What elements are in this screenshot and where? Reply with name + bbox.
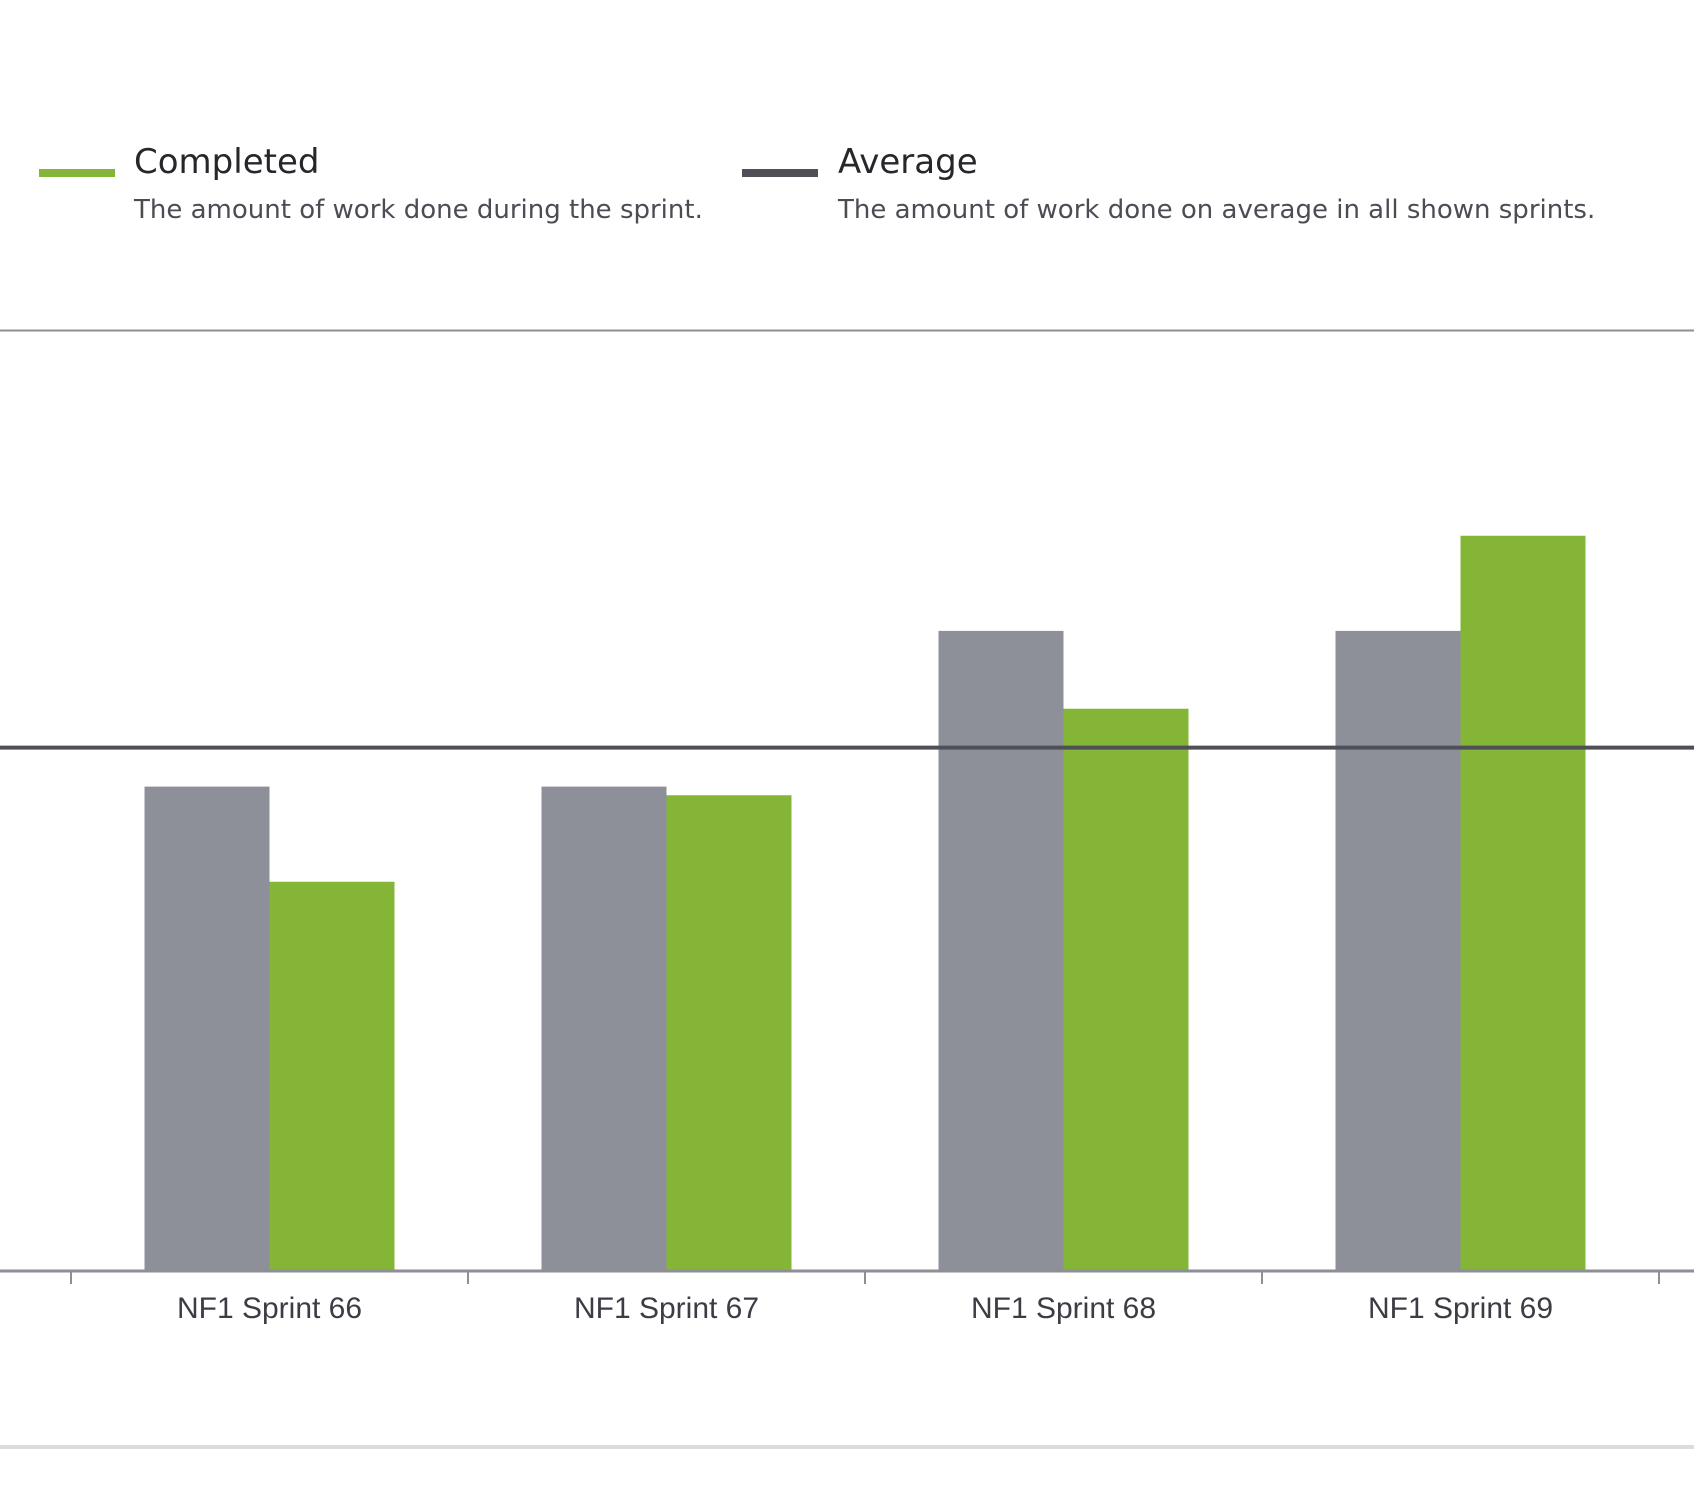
bar-completed-4[interactable] bbox=[1460, 535, 1586, 1271]
legend-swatch-average bbox=[742, 169, 818, 177]
bars-group bbox=[144, 535, 1586, 1271]
x-tick-label-3: NF1 Sprint 68 bbox=[971, 1292, 1156, 1325]
legend-description-average: The amount of work done on average in al… bbox=[838, 195, 1596, 225]
bar-completed-1[interactable] bbox=[269, 881, 395, 1271]
legend-swatch-completed bbox=[39, 169, 115, 177]
x-tick-label-4: NF1 Sprint 69 bbox=[1368, 1292, 1553, 1325]
legend-name-average: Average bbox=[838, 142, 978, 182]
bar-commitment-4[interactable] bbox=[1335, 630, 1461, 1271]
bar-completed-2[interactable] bbox=[666, 795, 792, 1271]
x-axis-ticks bbox=[70, 1271, 1660, 1284]
legend-name-completed: Completed bbox=[134, 142, 320, 182]
bar-commitment-3[interactable] bbox=[938, 630, 1064, 1271]
legend-description-completed: The amount of work done during the sprin… bbox=[134, 195, 703, 225]
bar-completed-3[interactable] bbox=[1063, 708, 1189, 1271]
bar-commitment-1[interactable] bbox=[144, 786, 270, 1271]
chart-legend: Completed The amount of work done during… bbox=[0, 132, 1694, 252]
x-tick-label-2: NF1 Sprint 67 bbox=[574, 1292, 759, 1325]
x-axis-tick-labels: NF1 Sprint 66 NF1 Sprint 67 NF1 Sprint 68 N… bbox=[177, 1292, 1553, 1325]
x-tick-label-1: NF1 Sprint 66 bbox=[177, 1292, 362, 1325]
bar-commitment-2[interactable] bbox=[541, 786, 667, 1271]
